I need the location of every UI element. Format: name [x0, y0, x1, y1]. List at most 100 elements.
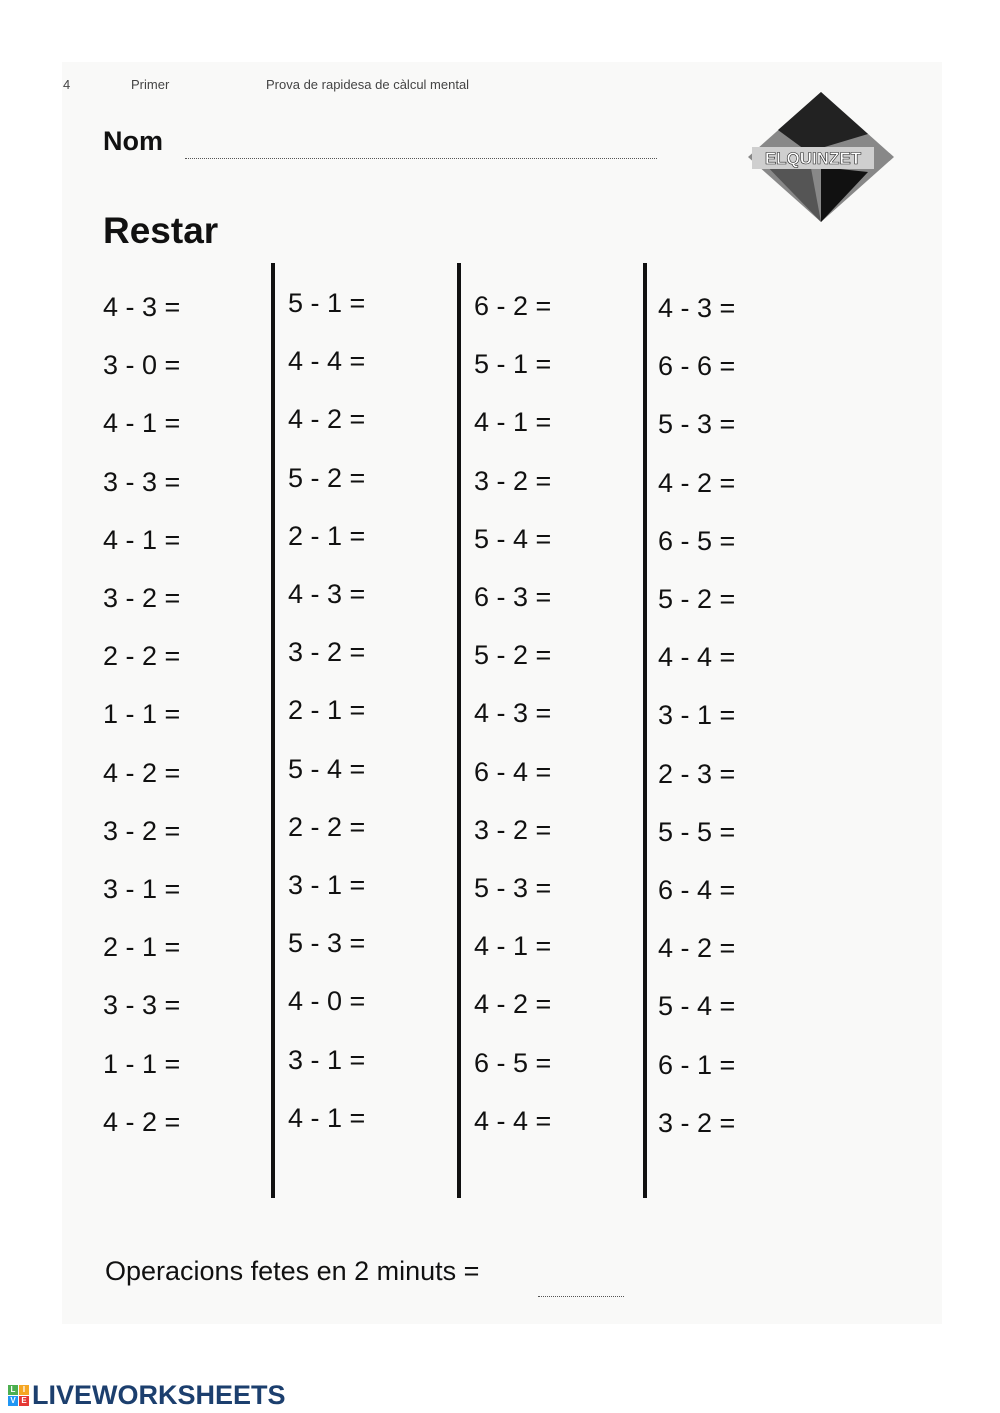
- answer-input[interactable]: [384, 462, 458, 495]
- answer-input[interactable]: [384, 928, 458, 961]
- answer-input[interactable]: [199, 990, 273, 1023]
- problem-text: 4 - 3 =: [103, 292, 181, 322]
- answer-input[interactable]: [199, 757, 273, 790]
- subtraction-problem: 2 - 2 =: [103, 641, 273, 674]
- problem-text: 4 - 0 =: [288, 986, 366, 1017]
- answer-input[interactable]: [199, 641, 273, 674]
- answer-input[interactable]: [199, 699, 273, 732]
- subtraction-problem: 5 - 1 =: [288, 288, 458, 320]
- operations-count-line: [538, 1296, 624, 1297]
- answer-input[interactable]: [384, 1044, 458, 1077]
- answer-input[interactable]: [384, 753, 458, 786]
- subtraction-problem: 4 - 4 =: [288, 346, 458, 379]
- page-number: 4: [63, 77, 71, 92]
- problem-text: 3 - 1 =: [288, 870, 366, 900]
- answer-input[interactable]: [570, 1047, 644, 1080]
- problem-text: 6 - 5 =: [474, 1047, 552, 1078]
- answer-input[interactable]: [570, 698, 644, 731]
- subtraction-problem: 3 - 1 =: [103, 874, 273, 906]
- answer-input[interactable]: [570, 756, 644, 789]
- answer-input[interactable]: [570, 931, 644, 964]
- answer-input[interactable]: [570, 582, 644, 614]
- problem-text: 4 - 4 =: [288, 346, 366, 377]
- answer-input[interactable]: [570, 407, 644, 440]
- answer-input[interactable]: [384, 870, 458, 902]
- problem-text: 3 - 1 =: [658, 700, 736, 731]
- answer-input[interactable]: [384, 695, 458, 728]
- problem-text: 3 - 2 =: [474, 465, 552, 496]
- subtraction-problem: 6 - 5 =: [658, 525, 828, 558]
- column-divider: [643, 263, 647, 1198]
- problem-text: 4 - 1 =: [474, 407, 552, 438]
- answer-input[interactable]: [570, 523, 644, 556]
- answer-input[interactable]: [570, 873, 644, 905]
- answer-input[interactable]: [199, 1106, 273, 1139]
- answer-input[interactable]: [199, 524, 273, 557]
- problem-text: 2 - 1 =: [288, 520, 366, 551]
- answer-input[interactable]: [754, 467, 828, 500]
- problem-text: 4 - 2 =: [103, 1106, 181, 1137]
- brand-text: LIVEWORKSHEETS: [32, 1380, 286, 1410]
- problem-text: 3 - 3 =: [103, 990, 181, 1021]
- subtraction-problem: 3 - 2 =: [658, 1107, 828, 1140]
- answer-input[interactable]: [199, 874, 273, 906]
- answer-input[interactable]: [199, 350, 273, 383]
- answer-input[interactable]: [754, 700, 828, 733]
- problem-text: 6 - 4 =: [474, 756, 552, 787]
- problem-text: 3 - 1 =: [103, 874, 181, 904]
- subtraction-problem: 1 - 1 =: [103, 699, 273, 732]
- answer-input[interactable]: [384, 1102, 458, 1135]
- problem-text: 5 - 3 =: [474, 873, 552, 903]
- answer-input[interactable]: [199, 815, 273, 848]
- subtraction-problem: 3 - 0 =: [103, 350, 273, 383]
- answer-input[interactable]: [384, 811, 458, 844]
- problem-text: 5 - 4 =: [474, 523, 552, 554]
- answer-input[interactable]: [754, 991, 828, 1024]
- answer-input[interactable]: [384, 404, 458, 437]
- answer-input[interactable]: [754, 642, 828, 675]
- subtraction-problem: 6 - 4 =: [474, 756, 644, 789]
- answer-input[interactable]: [570, 814, 644, 847]
- answer-input[interactable]: [754, 525, 828, 558]
- name-label: Nom: [103, 126, 163, 156]
- answer-input[interactable]: [199, 1048, 273, 1081]
- answer-input[interactable]: [754, 875, 828, 907]
- problem-text: 2 - 3 =: [658, 758, 736, 789]
- answer-input[interactable]: [754, 1049, 828, 1082]
- answer-input[interactable]: [384, 579, 458, 611]
- answer-input[interactable]: [570, 465, 644, 498]
- answer-input[interactable]: [199, 583, 273, 615]
- answer-input[interactable]: [754, 409, 828, 442]
- answer-input[interactable]: [384, 288, 458, 320]
- answer-input[interactable]: [754, 933, 828, 966]
- answer-input[interactable]: [199, 466, 273, 499]
- operations-count-input[interactable]: [538, 1266, 628, 1296]
- problem-text: 5 - 4 =: [288, 753, 366, 784]
- subtraction-problem: 4 - 4 =: [474, 1105, 644, 1138]
- problem-text: 6 - 3 =: [474, 582, 552, 612]
- answer-input[interactable]: [199, 932, 273, 965]
- answer-input[interactable]: [570, 640, 644, 673]
- answer-input[interactable]: [754, 758, 828, 791]
- answer-input[interactable]: [570, 349, 644, 382]
- problem-text: 2 - 1 =: [103, 932, 181, 963]
- answer-input[interactable]: [754, 1107, 828, 1140]
- answer-input[interactable]: [754, 816, 828, 849]
- answer-input[interactable]: [754, 293, 828, 325]
- subtraction-problem: 3 - 2 =: [474, 465, 644, 498]
- answer-input[interactable]: [384, 986, 458, 1019]
- level-label: Primer: [131, 77, 170, 92]
- answer-input[interactable]: [384, 520, 458, 553]
- answer-input[interactable]: [384, 346, 458, 379]
- subtraction-problem: 6 - 6 =: [658, 351, 828, 384]
- answer-input[interactable]: [199, 292, 273, 324]
- answer-input[interactable]: [570, 989, 644, 1022]
- answer-input[interactable]: [384, 637, 458, 670]
- answer-input[interactable]: [570, 291, 644, 323]
- answer-input[interactable]: [754, 584, 828, 616]
- problem-text: 4 - 1 =: [103, 408, 181, 439]
- answer-input[interactable]: [199, 408, 273, 441]
- problem-text: 4 - 3 =: [474, 698, 552, 729]
- answer-input[interactable]: [570, 1105, 644, 1138]
- answer-input[interactable]: [754, 351, 828, 384]
